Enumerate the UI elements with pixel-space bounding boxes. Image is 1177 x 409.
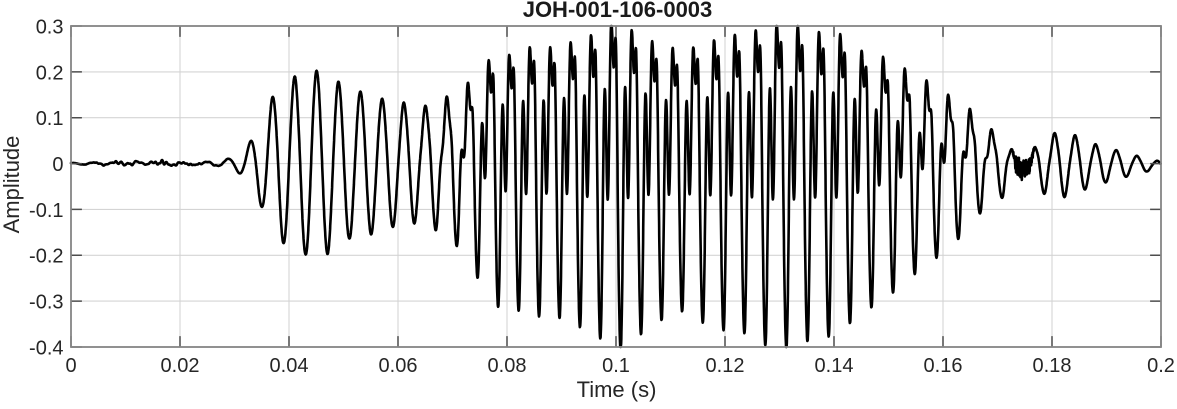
svg-text:Amplitude: Amplitude <box>0 136 24 234</box>
svg-text:0.12: 0.12 <box>706 355 745 377</box>
svg-text:0.1: 0.1 <box>602 355 630 377</box>
svg-text:-0.3: -0.3 <box>29 292 63 314</box>
svg-text:-0.4: -0.4 <box>29 337 63 359</box>
svg-text:Time (s): Time (s) <box>577 377 657 402</box>
svg-text:0: 0 <box>65 355 76 377</box>
svg-text:0.06: 0.06 <box>379 355 418 377</box>
svg-text:0.1: 0.1 <box>36 108 64 130</box>
svg-text:0.2: 0.2 <box>36 62 64 84</box>
svg-text:0.18: 0.18 <box>1033 355 1072 377</box>
svg-text:0.08: 0.08 <box>488 355 527 377</box>
svg-text:0.3: 0.3 <box>36 16 64 38</box>
svg-text:JOH-001-106-0003: JOH-001-106-0003 <box>523 0 713 22</box>
svg-text:0.02: 0.02 <box>161 355 200 377</box>
svg-text:0.04: 0.04 <box>270 355 309 377</box>
svg-text:-0.2: -0.2 <box>29 246 63 268</box>
svg-text:0.14: 0.14 <box>815 355 854 377</box>
svg-text:0: 0 <box>52 154 63 176</box>
svg-text:0.2: 0.2 <box>1147 355 1175 377</box>
svg-text:-0.1: -0.1 <box>29 200 63 222</box>
svg-text:0.16: 0.16 <box>924 355 963 377</box>
